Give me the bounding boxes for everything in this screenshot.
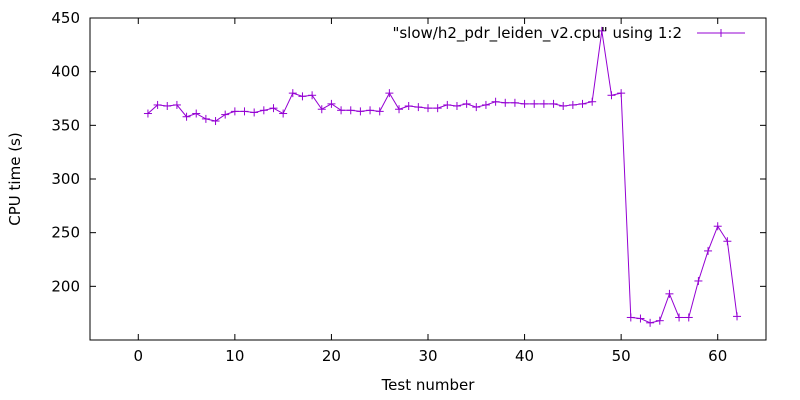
data-point	[356, 107, 365, 116]
y-tick-label: 400	[51, 63, 80, 81]
data-point	[636, 314, 645, 323]
data-point	[501, 98, 510, 107]
data-point	[163, 102, 172, 111]
data-point	[172, 100, 181, 109]
data-point	[675, 313, 684, 322]
data-point	[143, 109, 152, 118]
data-point	[462, 99, 471, 108]
data-point	[481, 100, 490, 109]
data-point	[713, 222, 722, 231]
data-point	[327, 99, 336, 108]
series-layer	[143, 26, 742, 327]
x-tick-label: 50	[612, 347, 631, 365]
data-point	[646, 318, 655, 327]
data-point	[337, 106, 346, 115]
y-tick-label: 350	[51, 116, 80, 134]
data-point	[452, 102, 461, 111]
data-point	[346, 106, 355, 115]
data-point	[240, 107, 249, 116]
series-line	[147, 30, 738, 324]
data-point	[588, 97, 597, 106]
plot-frame	[89, 17, 767, 341]
data-point	[597, 26, 606, 35]
data-point	[250, 108, 259, 117]
y-axis-ticks: 200 250 300 350 400 450	[51, 9, 766, 295]
data-point	[520, 99, 529, 108]
x-axis-ticks: 0 10 20 30 40 50 60	[134, 18, 727, 365]
data-point	[153, 100, 162, 109]
data-point	[192, 109, 201, 118]
data-point	[366, 106, 375, 115]
data-point	[221, 110, 230, 119]
data-point	[617, 89, 626, 98]
data-point	[288, 89, 297, 98]
data-point	[308, 91, 317, 100]
data-point	[414, 103, 423, 112]
x-tick-label: 30	[418, 347, 437, 365]
legend-marker	[717, 29, 725, 37]
data-point	[201, 114, 210, 123]
legend: "slow/h2_pdr_leiden_v2.cpu" using 1:2	[392, 24, 745, 43]
data-point	[549, 99, 558, 108]
data-point	[375, 107, 384, 116]
plot-border	[89, 17, 767, 341]
data-point	[578, 99, 587, 108]
x-tick-label: 0	[134, 347, 144, 365]
data-point	[733, 312, 742, 321]
data-point	[607, 91, 616, 100]
data-point	[684, 313, 693, 322]
data-point	[723, 237, 732, 246]
data-point	[211, 117, 220, 126]
data-point	[665, 289, 674, 298]
data-point	[230, 107, 239, 116]
legend-label: "slow/h2_pdr_leiden_v2.cpu" using 1:2	[392, 24, 682, 43]
data-point	[259, 106, 268, 115]
data-point	[491, 97, 500, 106]
data-point	[395, 105, 404, 114]
data-point	[424, 104, 432, 113]
data-point	[510, 98, 519, 107]
y-tick-label: 200	[51, 277, 80, 295]
data-point	[530, 99, 539, 108]
x-tick-label: 10	[225, 347, 244, 365]
data-point	[279, 109, 288, 118]
data-point	[626, 313, 635, 322]
data-point	[694, 276, 703, 285]
y-axis-label: CPU time (s)	[6, 132, 24, 225]
y-tick-label: 450	[51, 9, 80, 27]
data-point	[182, 112, 191, 121]
data-point	[317, 105, 326, 114]
x-tick-label: 60	[708, 347, 727, 365]
y-tick-label: 250	[51, 224, 80, 242]
data-point	[568, 100, 577, 109]
data-point	[443, 100, 452, 109]
x-tick-label: 40	[515, 347, 534, 365]
x-axis-label: Test number	[381, 376, 476, 394]
data-point	[385, 89, 394, 98]
data-point	[704, 246, 713, 255]
data-point	[269, 104, 278, 113]
data-point	[472, 103, 481, 112]
data-point	[433, 104, 442, 113]
data-point	[559, 102, 568, 111]
y-tick-label: 300	[51, 170, 80, 188]
data-point	[655, 316, 664, 325]
data-point	[404, 102, 413, 111]
x-tick-label: 20	[322, 347, 341, 365]
data-point	[539, 99, 548, 108]
data-point	[298, 92, 307, 101]
